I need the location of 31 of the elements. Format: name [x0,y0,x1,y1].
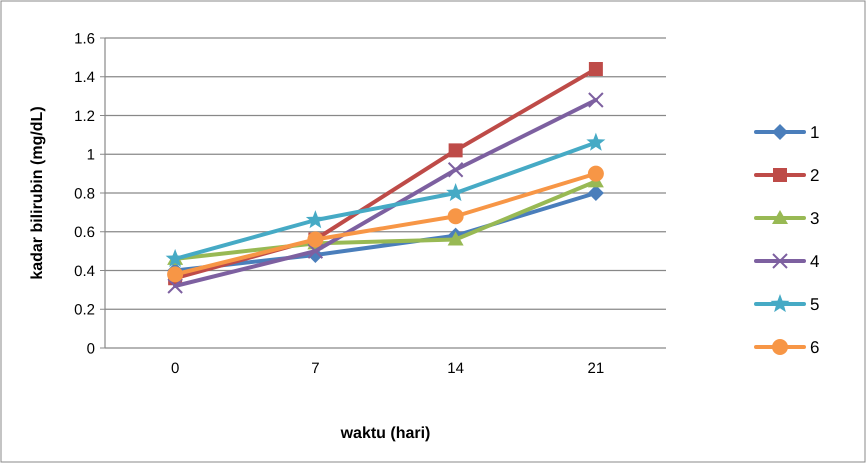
y-tick-label: 1.4 [74,69,95,86]
x-tick-label: 0 [170,360,180,377]
x-axis-title: waktu (hari) [340,425,430,442]
legend-label: 2 [810,166,820,185]
y-tick-label: 0.8 [74,185,95,202]
x-tick-label: 21 [588,360,604,377]
point [588,166,604,182]
x-tick-label: 14 [447,360,464,377]
legend-label: 5 [810,294,820,314]
legend-label: 1 [810,122,820,142]
legend-label: 4 [810,252,820,271]
y-tick-label: 0.4 [74,262,95,280]
point [586,132,606,151]
point [306,210,325,228]
y-tick-label: 1 [86,146,95,164]
x-tick-label: 7 [311,360,320,377]
point [588,92,604,108]
point [588,185,604,201]
point [588,62,603,76]
y-axis-title: kadar bilirubin (mg/dL) [29,106,46,280]
y-tick-label: 0.6 [74,224,95,241]
y-tick-label: 1.2 [74,108,95,125]
point [448,208,464,224]
y-tick-label: 1.6 [74,30,95,48]
point [448,232,464,246]
y-tick-label: 0 [86,340,95,358]
legend-label: 6 [810,338,820,357]
point [448,162,464,178]
y-tick-label: 0.2 [74,302,95,318]
legend-label: 3 [810,208,820,228]
point [448,143,463,158]
